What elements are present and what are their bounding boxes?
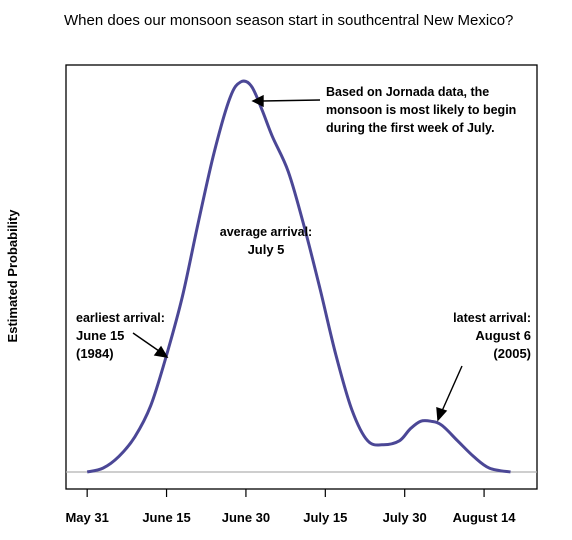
- earliest-arrow-line: [132, 332, 160, 352]
- y-axis-label: Estimated Probability: [5, 209, 20, 343]
- latest-arrival-year: (2005): [493, 346, 531, 361]
- average-arrival-label: average arrival:: [220, 225, 312, 239]
- peak-note-line-1: Based on Jornada data, the: [326, 85, 489, 99]
- peak-note-line-3: during the first week of July.: [326, 121, 495, 135]
- x-tick-label: June 15: [142, 510, 190, 525]
- peak-note-line-2: monsoon is most likely to begin: [326, 103, 516, 117]
- plot-frame: [65, 64, 538, 490]
- latest-arrival-note: latest arrival: August 6 (2005): [453, 311, 531, 361]
- peak-arrow-line: [261, 99, 321, 102]
- average-arrival-date: July 5: [248, 242, 285, 257]
- x-tick-label: July 15: [303, 510, 347, 525]
- latest-arrival-label: latest arrival:: [453, 311, 531, 325]
- x-tick-label: August 14: [453, 510, 517, 525]
- x-axis-ticks: May 31 June 15 June 30 July 15 July 30 August…: [65, 489, 516, 525]
- earliest-arrow-head: [153, 345, 169, 358]
- earliest-arrival-note: earliest arrival: June 15 (1984): [76, 311, 165, 361]
- earliest-arrival-label: earliest arrival:: [76, 311, 165, 325]
- x-tick-label: May 31: [65, 510, 108, 525]
- chart-title: When does our monsoon season start in so…: [64, 12, 513, 29]
- earliest-arrival-date: June 15: [76, 328, 124, 343]
- x-tick-label: July 30: [383, 510, 427, 525]
- earliest-arrival-year: (1984): [76, 346, 114, 361]
- peak-note: Based on Jornada data, the monsoon is mo…: [326, 85, 516, 135]
- x-tick-label: June 30: [222, 510, 270, 525]
- peak-arrow-head: [251, 94, 264, 108]
- average-arrival-note: average arrival: July 5: [220, 225, 312, 257]
- arrows: [132, 94, 463, 422]
- latest-arrival-date: August 6: [475, 328, 531, 343]
- latest-arrow-line: [441, 365, 463, 412]
- latest-arrow-head: [436, 407, 448, 422]
- probability-curve: [86, 79, 511, 474]
